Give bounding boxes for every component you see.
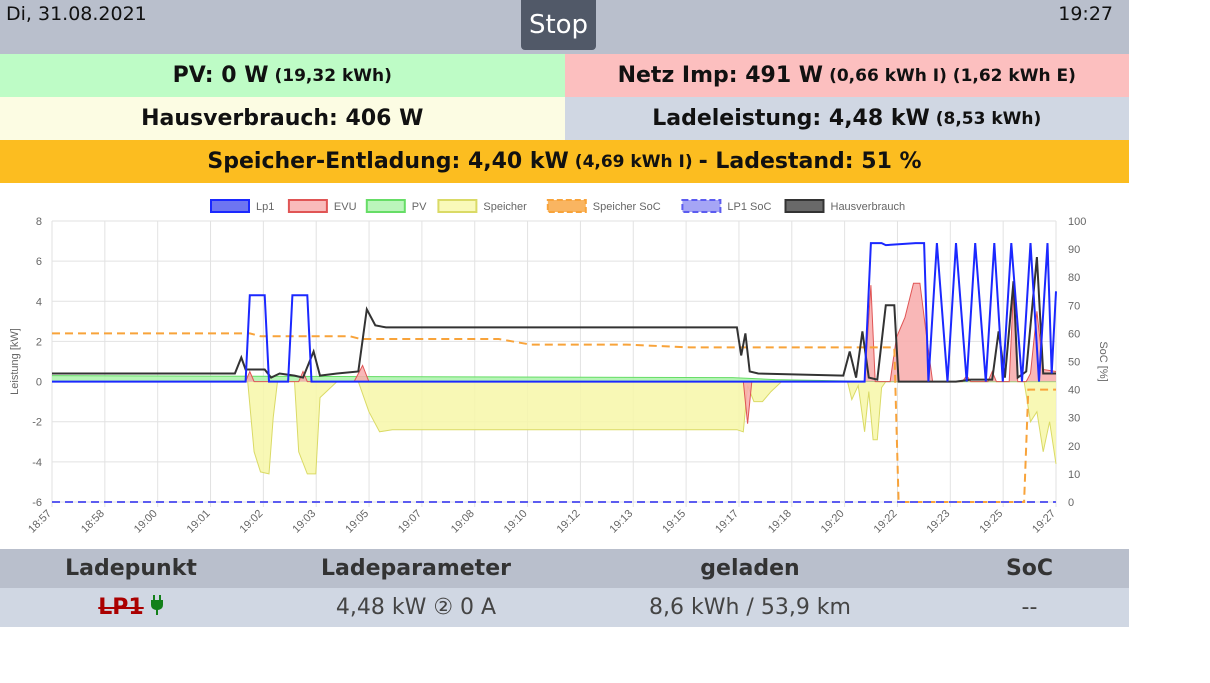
legend-label: Hausverbrauch bbox=[831, 201, 906, 213]
table-row[interactable]: LP1 4,48 kW ② 0 A 8,6 kWh / 53,9 km -- bbox=[0, 588, 1129, 627]
y2-tick-label: 100 bbox=[1068, 216, 1086, 228]
y2-tick-label: 80 bbox=[1068, 272, 1080, 284]
legend-label: Lp1 bbox=[256, 201, 274, 213]
y-tick-label: -6 bbox=[32, 497, 42, 509]
y-tick-label: 8 bbox=[36, 216, 42, 228]
y-axis-title: Leistung [kW] bbox=[9, 328, 21, 395]
soc-cell: -- bbox=[1021, 595, 1038, 620]
y-tick-label: 4 bbox=[36, 296, 42, 308]
ladepunkt-name[interactable]: LP1 bbox=[98, 595, 144, 620]
x-tick-label: 19:05 bbox=[343, 508, 371, 536]
header-geladen: geladen bbox=[700, 556, 800, 581]
y2-tick-label: 50 bbox=[1068, 357, 1080, 369]
header-soc: SoC bbox=[1005, 556, 1054, 581]
x-tick-label: 19:18 bbox=[766, 508, 794, 536]
date-display: Di, 31.08.2021 bbox=[6, 3, 147, 25]
hausverbrauch-line bbox=[52, 257, 1056, 383]
speicher-soc-line bbox=[52, 332, 1056, 503]
x-tick-label: 19:00 bbox=[132, 508, 160, 536]
legend-swatch bbox=[365, 199, 406, 213]
pv-tile: PV: 0 W (19,32 kWh) bbox=[0, 54, 565, 97]
legend-swatch bbox=[546, 199, 587, 213]
x-tick-label: 19:02 bbox=[238, 508, 266, 536]
speicher-energy: (4,69 kWh I) bbox=[574, 151, 693, 172]
speicher-tile: Speicher-Entladung: 4,40 kW (4,69 kWh I)… bbox=[0, 140, 1129, 183]
ladeleistung-tile: Ladeleistung: 4,48 kW (8,53 kWh) bbox=[564, 97, 1129, 140]
dashboard: Di, 31.08.2021 Stop 19:27 PV: 0 W (19,32… bbox=[0, 0, 1129, 627]
netz-tile: Netz Imp: 491 W (0,66 kWh I) (1,62 kWh E… bbox=[564, 54, 1129, 97]
legend-label: Speicher bbox=[483, 201, 527, 213]
lp1-line bbox=[52, 242, 1057, 383]
pv-energy: (19,32 kWh) bbox=[274, 65, 392, 86]
plug-icon bbox=[150, 595, 164, 620]
x-tick-label: 19:10 bbox=[502, 508, 530, 536]
ladeleistung-energy: (8,53 kWh) bbox=[935, 108, 1042, 129]
legend-swatch bbox=[784, 199, 825, 213]
x-tick-label: 19:15 bbox=[660, 508, 688, 536]
stop-button[interactable]: Stop bbox=[521, 0, 596, 50]
hausverbrauch-power: Hausverbrauch: 406 W bbox=[141, 106, 424, 131]
geladen-cell: 8,6 kWh / 53,9 km bbox=[649, 595, 851, 620]
table-header: Ladepunkt Ladeparameter geladen SoC bbox=[0, 549, 1129, 588]
legend-label: EVU bbox=[334, 201, 357, 213]
speicher-soc: - Ladestand: 51 % bbox=[698, 149, 922, 174]
ladeleistung-power: Ladeleistung: 4,48 kW bbox=[652, 106, 930, 131]
y2-tick-label: 20 bbox=[1068, 441, 1080, 453]
y2-tick-label: 40 bbox=[1068, 385, 1080, 397]
legend-swatch bbox=[287, 199, 328, 213]
x-tick-label: 19:22 bbox=[872, 508, 900, 536]
x-tick-label: 19:01 bbox=[185, 508, 213, 536]
x-tick-label: 19:23 bbox=[924, 508, 952, 536]
y2-tick-label: 10 bbox=[1068, 469, 1080, 481]
x-tick-label: 19:07 bbox=[396, 508, 424, 536]
x-tick-label: 19:08 bbox=[449, 508, 477, 536]
legend-swatch bbox=[210, 199, 250, 213]
y2-tick-label: 60 bbox=[1068, 328, 1080, 340]
header-bar: Di, 31.08.2021 Stop 19:27 bbox=[0, 0, 1129, 54]
y-tick-label: -2 bbox=[32, 417, 42, 429]
time-display: 19:27 bbox=[1058, 3, 1113, 25]
legend-label: LP1 SoC bbox=[727, 201, 771, 213]
x-tick-label: 19:13 bbox=[607, 508, 635, 536]
x-tick-label: 19:03 bbox=[290, 508, 318, 536]
pv-power: PV: 0 W bbox=[172, 63, 269, 88]
x-tick-label: 18:57 bbox=[26, 508, 54, 536]
y2-axis-title: SoC [%] bbox=[1097, 341, 1109, 381]
legend-label: PV bbox=[412, 201, 427, 213]
speicher-power: Speicher-Entladung: 4,40 kW bbox=[207, 149, 569, 174]
legend-swatch bbox=[681, 199, 722, 213]
y-tick-label: 6 bbox=[36, 256, 42, 268]
netz-power: Netz Imp: 491 W bbox=[617, 63, 824, 88]
x-tick-label: 19:20 bbox=[819, 508, 847, 536]
hausverbrauch-tile: Hausverbrauch: 406 W bbox=[0, 97, 565, 140]
x-tick-label: 19:12 bbox=[555, 508, 583, 536]
y2-tick-label: 70 bbox=[1068, 300, 1080, 312]
y-tick-label: 2 bbox=[36, 336, 42, 348]
y-tick-label: 0 bbox=[36, 377, 42, 389]
ladepunkt-cell[interactable]: LP1 bbox=[0, 588, 262, 627]
x-tick-label: 19:27 bbox=[1030, 508, 1058, 536]
x-tick-label: 18:58 bbox=[79, 508, 107, 536]
y2-tick-label: 30 bbox=[1068, 413, 1080, 425]
y-tick-label: -4 bbox=[32, 457, 42, 469]
header-ladepunkt: Ladepunkt bbox=[65, 556, 197, 581]
header-ladeparameter: Ladeparameter bbox=[321, 556, 511, 581]
power-chart: 8 6 4 2 0 -2 -4 -6 100 90 80 70 60 50 40 30 20 10 0 18:57 18… bbox=[0, 183, 1129, 549]
netz-energy: (0,66 kWh I) (1,62 kWh E) bbox=[829, 65, 1076, 86]
y2-tick-label: 0 bbox=[1068, 497, 1074, 509]
speicher-area bbox=[52, 381, 1056, 474]
x-tick-label: 19:25 bbox=[977, 508, 1005, 536]
x-tick-label: 19:17 bbox=[713, 508, 741, 536]
legend-swatch bbox=[437, 199, 478, 213]
y2-tick-label: 90 bbox=[1068, 244, 1080, 256]
ladeparameter-cell: 4,48 kW ② 0 A bbox=[335, 595, 497, 620]
legend-label: Speicher SoC bbox=[593, 201, 661, 213]
